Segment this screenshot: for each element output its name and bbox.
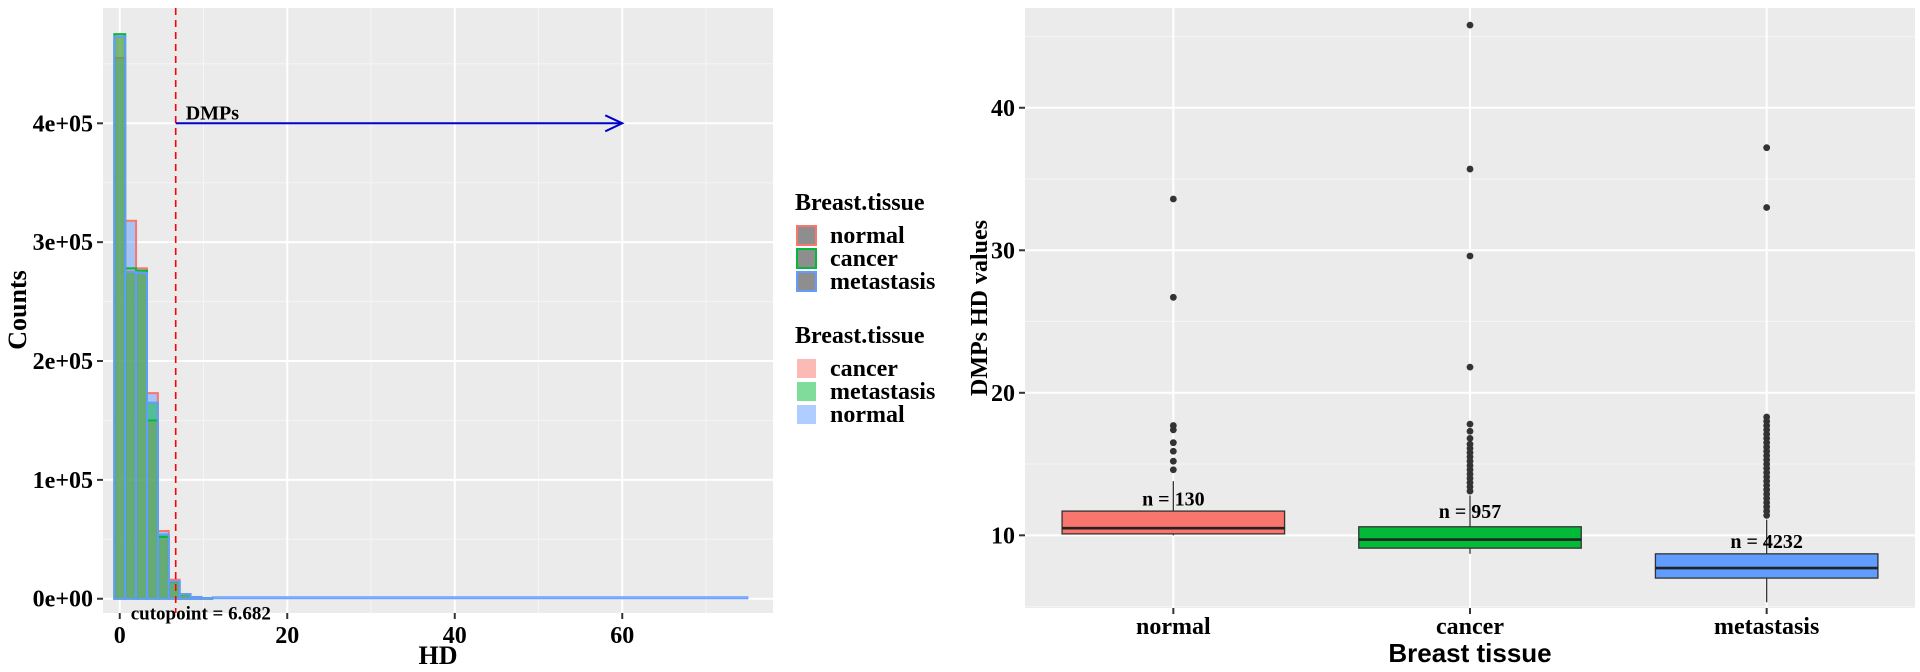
y-tick-label: 40 [991, 96, 1015, 122]
legend-label-outline-normal: normal [830, 223, 905, 249]
histogram-tail [211, 596, 749, 600]
outlier-point-cancer [1466, 21, 1474, 29]
histogram-y-axis-title: Counts [3, 270, 32, 349]
outlier-point-metastasis [1763, 413, 1771, 421]
legend-key-outline-metastasis [796, 271, 817, 292]
outlier-point-normal [1169, 293, 1177, 301]
boxplot-axes: 10 20 30 40 normal cancer metastasis [991, 96, 1819, 640]
outlier-point-normal [1169, 195, 1177, 203]
histogram-bar-metastasis [135, 272, 148, 600]
histogram-panel: cutopoint = 6.682 DMPs 0 20 40 60 0e+00 1e+05 2… [3, 8, 773, 670]
outlier-point-metastasis [1763, 144, 1771, 152]
boxplot-x-axis-title: Breast tissue [1388, 638, 1551, 668]
outlier-point-normal [1169, 466, 1177, 474]
boxplot-panel: n = 130 n = 957 n = 4232 10 20 30 40 normal can… [967, 8, 1915, 668]
y-tick-label: 10 [991, 523, 1015, 549]
x-tick-label: 60 [610, 623, 634, 649]
legend-label-outline-cancer: cancer [830, 246, 898, 272]
legend-key-outline-cancer [796, 248, 817, 269]
n-label-cancer: n = 957 [1439, 501, 1502, 523]
y-tick-label: 2e+05 [33, 349, 93, 375]
outlier-point-normal [1169, 457, 1177, 465]
histogram-x-axis-title: HD [419, 641, 458, 670]
y-tick-label: 0e+00 [33, 587, 93, 613]
legend-label-fill-normal: normal [830, 402, 905, 428]
outlier-point-normal [1169, 447, 1177, 455]
boxplot-marks: n = 130 n = 957 n = 4232 [1061, 21, 1879, 603]
x-tick-label: cancer [1436, 614, 1504, 640]
cutoff-label: cutopoint = 6.682 [131, 604, 271, 625]
histogram-bar-metastasis [189, 596, 203, 600]
histogram-bar-metastasis [156, 533, 170, 600]
x-tick-label: 20 [275, 623, 299, 649]
legend-outline-title: Breast.tissue [795, 190, 925, 216]
histogram-bar-metastasis [124, 270, 138, 600]
dmps-arrow-label: DMPs [186, 102, 240, 124]
x-tick-label: metastasis [1714, 614, 1819, 640]
n-label-metastasis: n = 4232 [1730, 531, 1803, 553]
legend-key-fill-cancer [797, 359, 816, 378]
histogram-bar-metastasis [113, 35, 127, 600]
outlier-point-cancer [1466, 420, 1474, 428]
x-tick-label: 0 [114, 623, 126, 649]
y-tick-label: 3e+05 [33, 230, 93, 256]
histogram-axes: 0 20 40 60 0e+00 1e+05 2e+05 3e+05 4e+05 [33, 111, 635, 649]
legend-label-fill-metastasis: metastasis [830, 379, 935, 405]
y-tick-label: 30 [991, 238, 1015, 264]
boxplot-y-axis-title: DMPs HD values [967, 220, 993, 396]
outlier-point-cancer [1466, 440, 1474, 448]
n-label-normal: n = 130 [1142, 488, 1205, 510]
outlier-point-normal [1169, 439, 1177, 447]
outlier-point-cancer [1466, 165, 1474, 173]
legend-key-fill-metastasis [797, 382, 816, 401]
x-tick-label: normal [1136, 614, 1211, 640]
histogram-bars [113, 33, 749, 600]
outlier-point-metastasis [1763, 204, 1771, 211]
outlier-point-cancer [1466, 363, 1474, 371]
legend-label-outline-metastasis: metastasis [830, 269, 935, 295]
legend-key-outline-normal [796, 225, 817, 246]
y-tick-label: 20 [991, 381, 1015, 407]
box-normal [1061, 510, 1286, 535]
histogram-plot-background [103, 8, 773, 613]
histogram-bar-metastasis [200, 597, 214, 600]
legend-key-fill-normal [797, 405, 816, 424]
box-cancer [1358, 526, 1582, 549]
outlier-point-cancer [1466, 427, 1474, 435]
histogram-bar-metastasis [167, 580, 181, 600]
y-tick-label: 4e+05 [33, 111, 93, 137]
legend-fill-title: Breast.tissue [795, 323, 925, 349]
x-tick-label: 40 [443, 623, 467, 649]
histogram-bar-metastasis [145, 401, 159, 600]
outlier-point-normal [1169, 422, 1177, 429]
y-tick-label: 1e+05 [33, 468, 93, 494]
outlier-point-cancer [1466, 435, 1474, 442]
outlier-point-cancer [1466, 252, 1474, 260]
legend-label-fill-cancer: cancer [830, 356, 898, 382]
dmps-arrow-head [604, 114, 625, 133]
histogram-bar-metastasis [178, 593, 192, 600]
histogram-annotations: cutopoint = 6.682 DMPs [131, 8, 625, 625]
box-metastasis [1654, 553, 1879, 579]
